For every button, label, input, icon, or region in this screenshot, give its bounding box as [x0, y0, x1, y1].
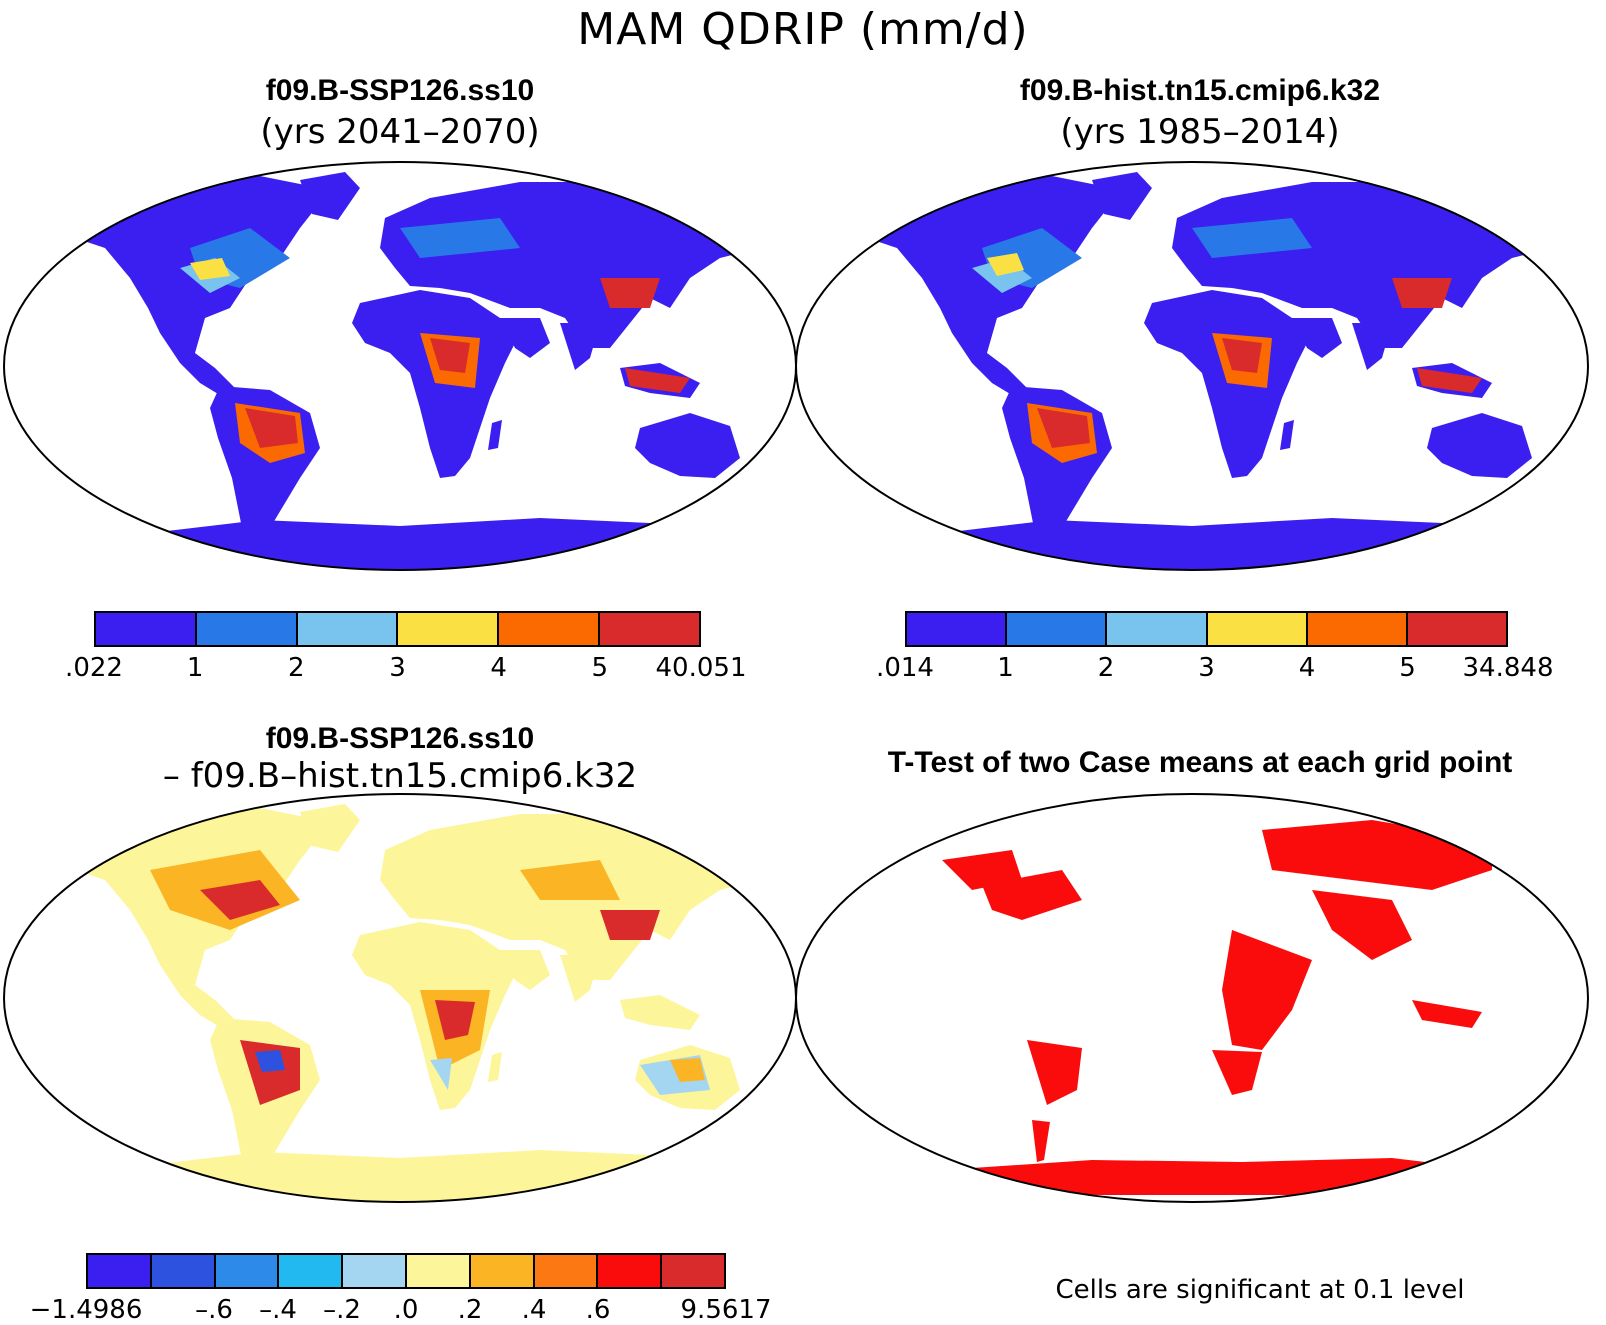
colorbar-tick-label: .014 — [876, 653, 934, 683]
colorbar-tick-label: 4 — [1298, 653, 1316, 683]
colorbar-swatch — [470, 1255, 535, 1287]
figure-title: MAM QDRIP (mm/d) — [577, 4, 1029, 55]
colorbar-tick-label: 34.848 — [1462, 653, 1554, 683]
significance-note: Cells are significant at 0.1 level — [1055, 1275, 1465, 1305]
colorbar-swatch — [96, 613, 197, 645]
colorbar-panel3 — [86, 1253, 726, 1289]
panel1-subtitle: (yrs 2041–2070) — [260, 112, 540, 152]
colorbar-swatch — [343, 1255, 407, 1287]
panel2-subtitle: (yrs 1985–2014) — [1060, 112, 1340, 152]
panel4-map — [795, 793, 1589, 1203]
colorbar-panel1 — [94, 611, 701, 647]
colorbar-swatch — [1407, 613, 1507, 645]
colorbar-swatch — [534, 1255, 599, 1287]
colorbar-tick-label: .022 — [65, 653, 123, 683]
panel2-title: f09.B-hist.tn15.cmip6.k32 — [1019, 74, 1381, 107]
colorbar-swatch — [600, 613, 699, 645]
colorbar-tick-label: 1 — [186, 653, 204, 683]
colorbar-tick-label: 9.5617 — [680, 1295, 772, 1325]
colorbar-tick-label: –.6 — [195, 1295, 233, 1325]
panel2-map — [795, 161, 1589, 571]
colorbar-tick-label: .6 — [585, 1295, 611, 1325]
colorbar-swatch — [406, 1255, 471, 1287]
colorbar-swatch — [1107, 613, 1208, 645]
colorbar-tick-label: 40.051 — [655, 653, 747, 683]
colorbar-tick-label: −1.4986 — [29, 1295, 143, 1325]
colorbar-swatch — [662, 1255, 724, 1287]
colorbar-tick-label: .0 — [393, 1295, 419, 1325]
panel1-map — [3, 161, 797, 571]
colorbar-swatch — [279, 1255, 344, 1287]
colorbar-tick-label: 2 — [1097, 653, 1115, 683]
colorbar-tick-label: 5 — [591, 653, 609, 683]
colorbar-tick-label: .2 — [457, 1295, 483, 1325]
colorbar-tick-label: 2 — [288, 653, 305, 683]
colorbar-swatch — [196, 613, 298, 645]
colorbar-swatch — [598, 1255, 663, 1287]
panel3-title: f09.B-SSP126.ss10 — [265, 722, 535, 755]
colorbar-tick-label: 3 — [389, 653, 406, 683]
colorbar-tick-label: –.2 — [323, 1295, 361, 1325]
panel3-subtitle: – f09.B–hist.tn15.cmip6.k32 — [162, 756, 638, 796]
panel1-title: f09.B-SSP126.ss10 — [265, 74, 535, 107]
colorbar-swatch — [398, 613, 500, 645]
colorbar-swatch — [907, 613, 1008, 645]
colorbar-swatch — [151, 1255, 216, 1287]
colorbar-swatch — [1007, 613, 1108, 645]
colorbar-swatch — [1307, 613, 1408, 645]
colorbar-panel2 — [905, 611, 1508, 647]
colorbar-tick-label: .4 — [521, 1295, 547, 1325]
panel3-map — [3, 793, 797, 1203]
colorbar-tick-label: –.4 — [259, 1295, 297, 1325]
colorbar-swatch — [499, 613, 601, 645]
colorbar-tick-label: 5 — [1399, 653, 1416, 683]
colorbar-tick-label: 4 — [490, 653, 507, 683]
colorbar-swatch — [215, 1255, 280, 1287]
colorbar-swatch — [297, 613, 399, 645]
colorbar-tick-label: 3 — [1198, 653, 1215, 683]
colorbar-swatch — [88, 1255, 152, 1287]
panel4-title: T-Test of two Case means at each grid po… — [887, 746, 1513, 779]
colorbar-swatch — [1207, 613, 1308, 645]
colorbar-tick-label: 1 — [997, 653, 1014, 683]
